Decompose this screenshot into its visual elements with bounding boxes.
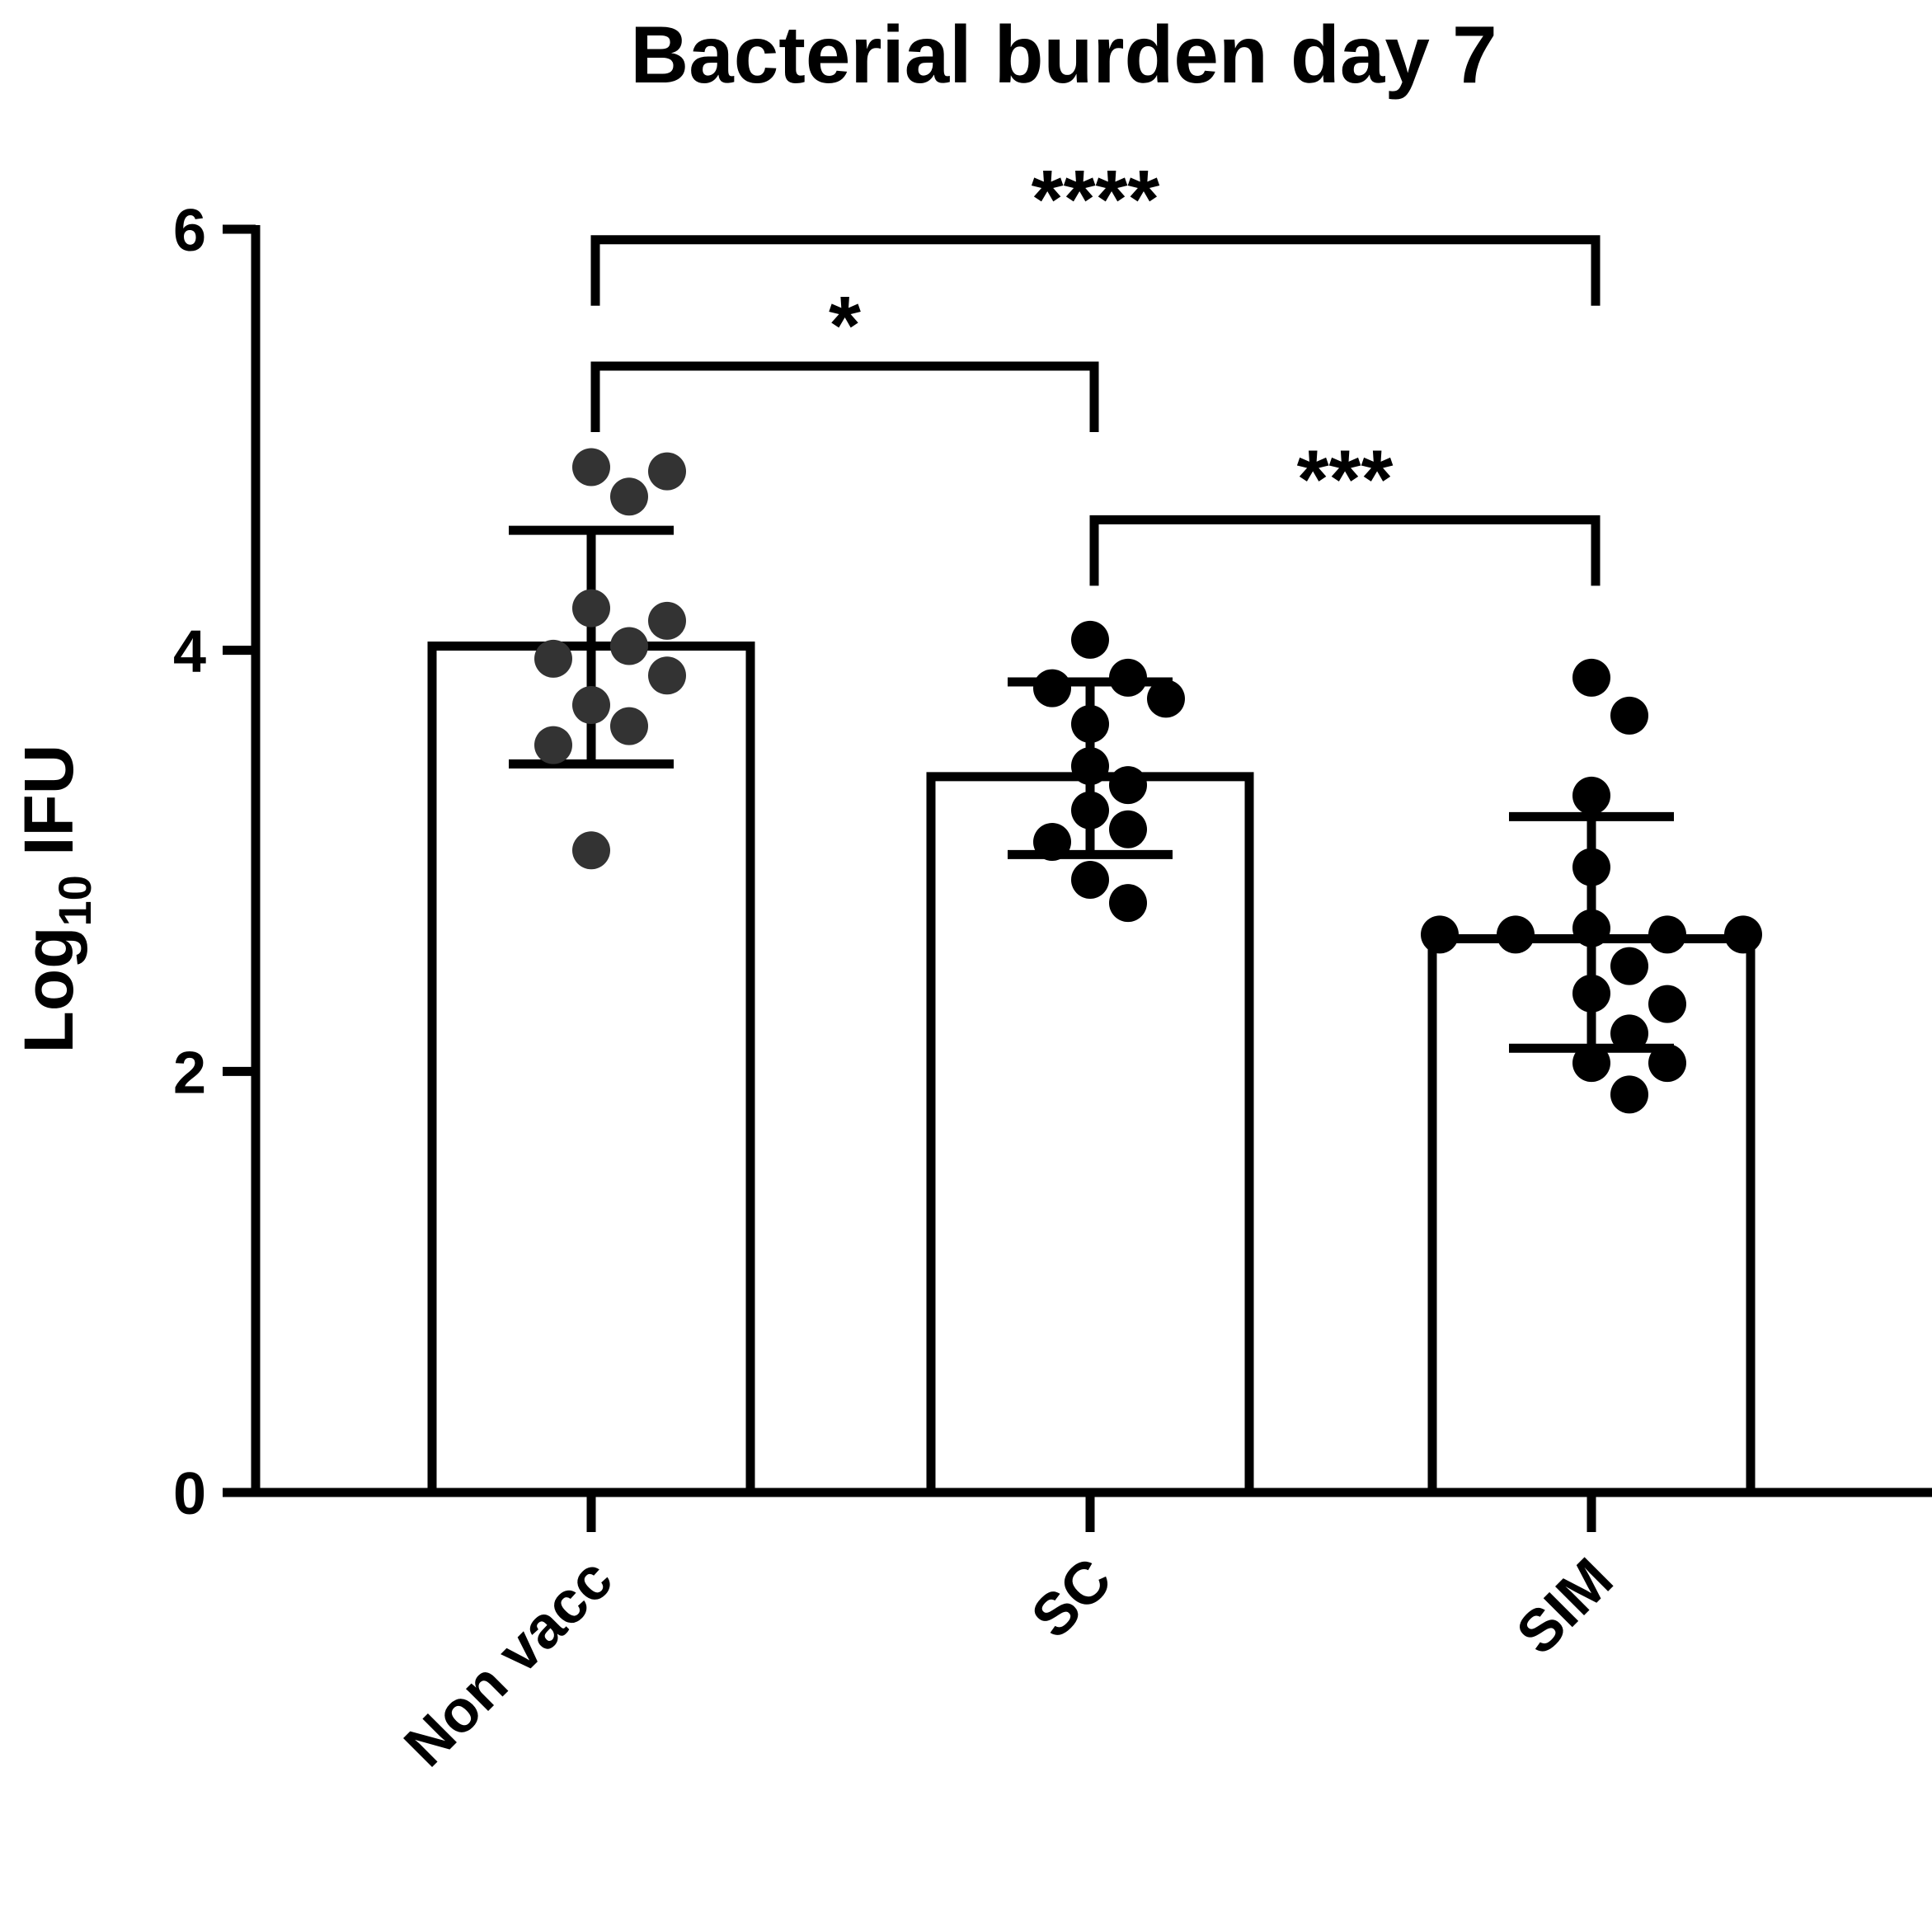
y-tick-label-2: 2: [173, 1040, 206, 1106]
data-point-2-4: [1147, 679, 1185, 718]
data-point-2-3: [1033, 669, 1071, 707]
data-point-3-15: [1648, 1044, 1686, 1083]
data-point-1-3: [610, 477, 648, 516]
x-tick-label-2: SC: [1019, 1546, 1124, 1651]
data-point-1-5: [648, 601, 686, 640]
x-tick-label-3: SIM: [1504, 1546, 1625, 1667]
y-tick-label-4: 6: [173, 198, 206, 264]
data-point-3-14: [1572, 1044, 1610, 1083]
significance-label-2: *: [829, 280, 861, 372]
data-point-3-7: [1497, 915, 1535, 954]
data-point-1-1: [572, 448, 610, 486]
bar-1: [427, 642, 755, 1497]
data-point-1-6: [610, 627, 648, 665]
significance-label-1: ****: [1032, 153, 1160, 246]
data-point-2-8: [1071, 791, 1109, 830]
points-layer: [534, 448, 1762, 1114]
data-point-1-2: [648, 452, 686, 491]
y-axis-label-main: Log: [10, 927, 87, 1054]
significance-bracket-2: [590, 361, 1099, 432]
y-tick-label-1: 0: [173, 1461, 206, 1527]
y-tick-label-3: 4: [173, 619, 206, 685]
data-point-2-9: [1109, 810, 1147, 848]
chart-title: Bacterial burden day 7: [630, 9, 1497, 100]
y-axis-label: Log10 IFU: [10, 745, 101, 1054]
significance-bracket-1: [590, 235, 1601, 306]
data-point-3-11: [1572, 974, 1610, 1013]
data-point-1-11: [534, 726, 572, 764]
x-tick-label-1: Non vacc: [392, 1546, 625, 1779]
data-point-1-12: [572, 831, 610, 870]
data-point-3-1: [1572, 658, 1610, 697]
data-point-2-5: [1071, 705, 1109, 744]
significance-layer: ********: [590, 153, 1601, 586]
data-point-3-9: [1421, 915, 1459, 954]
data-point-3-13: [1610, 1014, 1648, 1053]
data-point-3-8: [1724, 915, 1762, 954]
data-point-1-7: [534, 639, 572, 678]
data-point-3-5: [1572, 909, 1610, 947]
data-point-2-1: [1071, 620, 1109, 659]
data-point-3-10: [1610, 947, 1648, 985]
y-axis-label-tail: IFU: [10, 745, 87, 876]
data-point-2-10: [1033, 823, 1071, 862]
data-point-3-12: [1648, 985, 1686, 1023]
data-point-3-3: [1572, 776, 1610, 815]
data-point-1-4: [572, 589, 610, 627]
data-point-2-11: [1071, 860, 1109, 899]
data-point-3-6: [1648, 915, 1686, 954]
data-point-1-9: [572, 686, 610, 725]
significance-label-3: ***: [1297, 433, 1394, 525]
data-point-3-4: [1572, 848, 1610, 886]
data-point-3-2: [1610, 696, 1648, 735]
data-point-3-16: [1610, 1075, 1648, 1114]
data-point-1-10: [610, 707, 648, 745]
data-point-2-7: [1109, 766, 1147, 805]
data-point-2-12: [1109, 884, 1147, 923]
data-point-2-6: [1071, 747, 1109, 786]
significance-bracket-3: [1089, 515, 1601, 586]
y-axis-label-sub: 10: [49, 875, 101, 926]
data-point-2-2: [1109, 658, 1147, 697]
data-point-1-8: [648, 656, 686, 695]
